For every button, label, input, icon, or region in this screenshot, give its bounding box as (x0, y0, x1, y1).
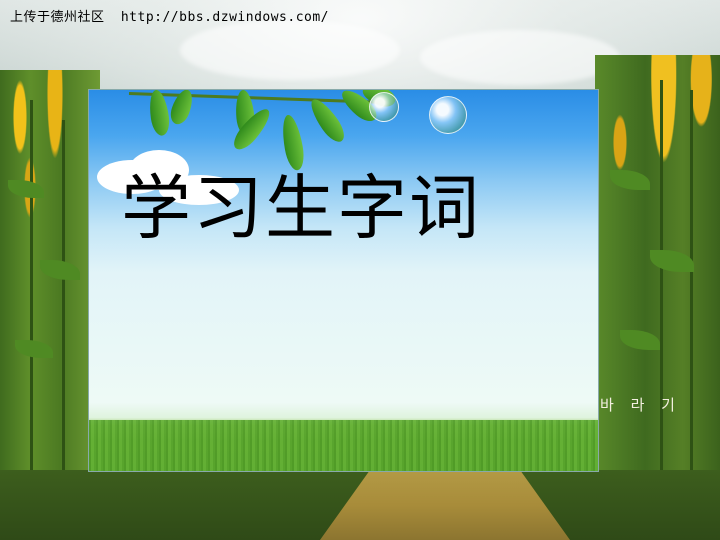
sunflower-field-right (595, 55, 720, 540)
sunflower-stalk (660, 80, 663, 540)
background-cloud (180, 20, 400, 80)
sunflower-field-left (0, 70, 100, 540)
sunflower-stalk (690, 90, 693, 540)
watermark-site-name: 上传于德州社区 (10, 10, 105, 25)
sunflower-leaf (40, 260, 80, 280)
sunflower-leaf (610, 170, 650, 190)
background-cloud (420, 30, 620, 85)
green-leaf (279, 113, 307, 172)
sunflower-leaf (650, 250, 694, 272)
sunflower-leaf (8, 180, 44, 198)
green-leaf (305, 94, 350, 147)
side-caption: 바 라 기 (600, 396, 681, 414)
slide-grass (89, 420, 598, 471)
slide-title: 学习生字词 (121, 167, 481, 249)
sunflower-leaf (620, 330, 660, 350)
sunflower-stalk (30, 100, 33, 540)
slide-cloud (159, 175, 239, 205)
water-bubble (429, 96, 467, 134)
water-bubble (369, 92, 399, 122)
sunflower-leaf (15, 340, 53, 358)
sunflower-stalk (62, 120, 65, 540)
upload-watermark: 上传于德州社区 http://bbs.dzwindows.com/ (10, 6, 329, 25)
slide-panel: 学习生字词 (88, 89, 599, 472)
watermark-url[interactable]: http://bbs.dzwindows.com/ (120, 10, 330, 25)
